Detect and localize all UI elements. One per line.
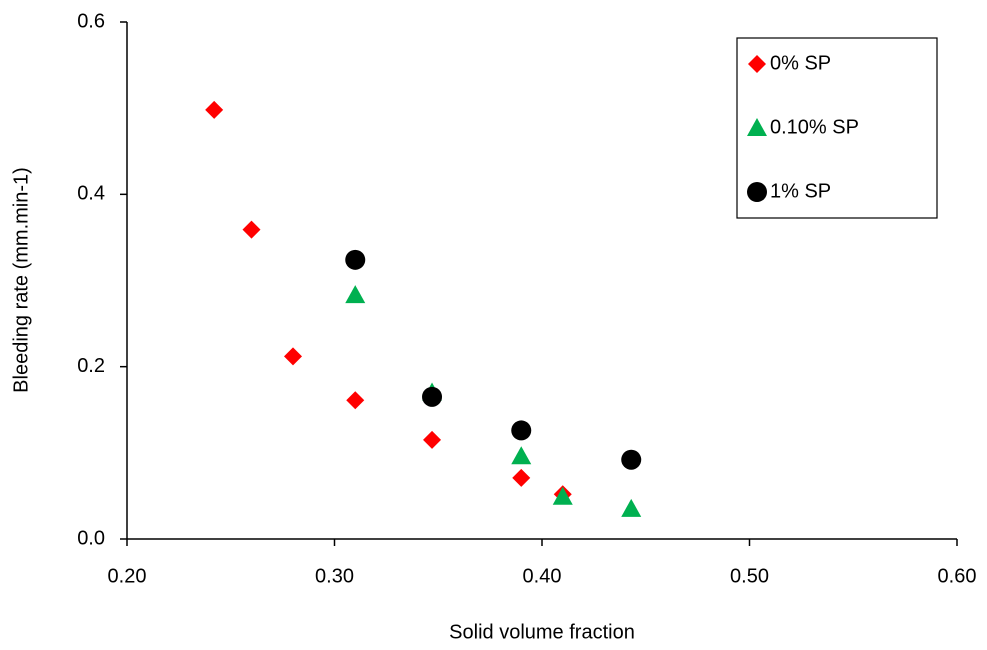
x-tick-label: 0.20 [108, 565, 147, 587]
legend-box [736, 37, 938, 219]
x-axis-label: Solid volume fraction [449, 621, 635, 643]
point [345, 285, 366, 304]
legend-marker [748, 55, 766, 73]
y-tick-label: 0.6 [77, 10, 105, 32]
point [423, 430, 442, 449]
point [621, 449, 642, 470]
point [422, 386, 443, 407]
legend-marker [747, 118, 767, 136]
x-tick-label: 0.30 [315, 565, 354, 587]
point [346, 391, 365, 410]
x-tick-label: 0.40 [523, 565, 562, 587]
legend-label: 1% SP [770, 180, 831, 202]
point [345, 249, 366, 270]
point [511, 420, 532, 441]
point [621, 498, 642, 517]
y-tick-label: 0.4 [77, 183, 105, 205]
point [512, 468, 531, 487]
y-tick-label: 0.0 [77, 527, 105, 549]
x-tick-label: 0.50 [730, 565, 769, 587]
point [552, 486, 573, 505]
point [205, 100, 224, 119]
y-tick-label: 0.2 [77, 355, 105, 377]
y-axis-label: Bleeding rate (mm.min-1) [10, 167, 32, 393]
legend-marker [747, 182, 767, 202]
legend-label: 0% SP [770, 52, 831, 74]
point [284, 347, 302, 366]
point [242, 220, 261, 239]
point [511, 446, 532, 465]
legend-label: 0.10% SP [770, 116, 859, 138]
x-tick-label: 0.60 [938, 565, 977, 587]
